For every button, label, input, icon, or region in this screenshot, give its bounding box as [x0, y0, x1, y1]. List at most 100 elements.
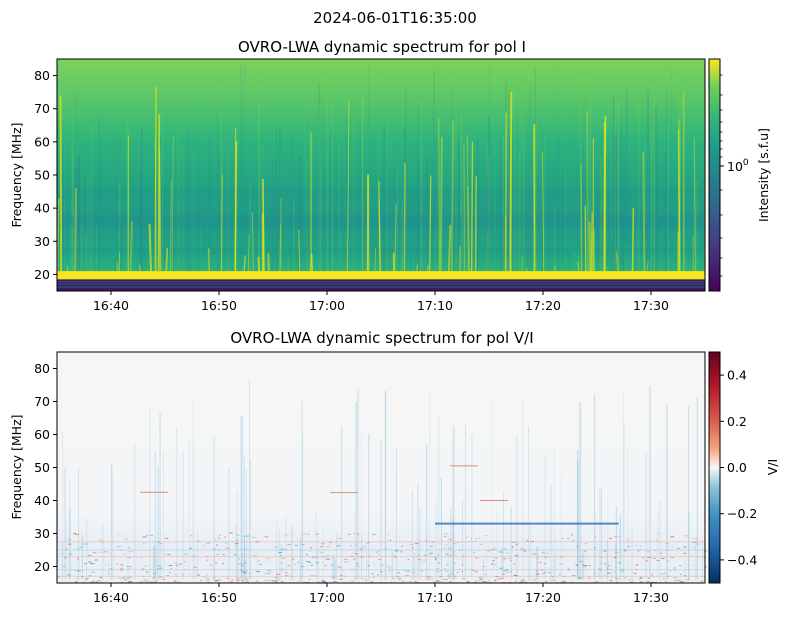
vi-speckle	[134, 572, 136, 573]
vi-speckle	[179, 563, 181, 564]
radio-burst	[590, 222, 591, 271]
vi-speckle	[348, 534, 350, 535]
vi-speckle	[181, 573, 182, 574]
vi-speckle	[182, 574, 184, 575]
vi-speckle	[245, 578, 248, 579]
vi-speckle	[64, 557, 66, 558]
vi-speckle	[180, 564, 182, 565]
vi-speckle	[302, 535, 303, 536]
vi-speckle	[118, 533, 121, 534]
vi-speckle	[353, 533, 355, 534]
vi-speckle	[207, 578, 211, 579]
vi-speckle	[435, 557, 437, 558]
vi-speckle	[436, 568, 440, 569]
vi-speckle	[467, 581, 470, 582]
vi-speckle	[536, 574, 540, 575]
vi-speckle	[338, 567, 341, 568]
vi-speckle	[302, 544, 304, 545]
vi-speckle	[401, 551, 402, 552]
vi-speckle	[259, 564, 261, 565]
vi-speckle	[60, 553, 64, 554]
vi-speckle	[205, 577, 206, 578]
vi-speckle	[390, 581, 392, 582]
vi-speckle	[306, 554, 308, 555]
vi-speckle	[410, 544, 414, 545]
vi-speckle	[462, 571, 463, 572]
vi-speckle	[499, 568, 503, 569]
vi-speckle	[457, 572, 459, 573]
vi-speckle	[614, 572, 615, 573]
vi-speckle	[429, 554, 431, 555]
vi-speckle	[542, 573, 544, 574]
vi-speckle	[692, 565, 693, 566]
vi-speckle	[354, 553, 358, 554]
vi-speckle	[648, 578, 650, 579]
vi-speckle	[572, 575, 576, 576]
radio-burst	[643, 152, 644, 271]
band-low	[57, 279, 705, 291]
vi-speckle	[206, 574, 207, 575]
vi-speckle	[498, 579, 501, 580]
vi-speckle	[320, 546, 323, 547]
vi-speckle	[595, 581, 599, 582]
vi-speckle	[594, 547, 596, 548]
vi-speckle	[141, 558, 142, 559]
vi-speckle	[230, 581, 233, 582]
vi-speckle	[333, 581, 337, 582]
p2-xtick-label: 17:30	[633, 590, 669, 605]
vi-speckle	[222, 554, 225, 555]
vi-speckle	[275, 577, 278, 578]
vi-speckle	[139, 547, 140, 548]
vi-speckle	[521, 581, 525, 582]
vi-speckle	[485, 535, 487, 536]
p2-xtick-label: 17:20	[525, 590, 561, 605]
vi-speckle	[680, 581, 683, 582]
vi-speckle	[258, 560, 260, 561]
vi-speckle	[91, 572, 95, 573]
vi-speckle	[351, 580, 353, 581]
vi-speckle	[427, 579, 429, 580]
vi-speckle	[658, 533, 659, 534]
vi-speckle	[218, 538, 221, 539]
vi-speckle	[379, 554, 380, 555]
vi-speckle	[537, 581, 538, 582]
vi-speckle	[235, 543, 239, 544]
vi-speckle	[397, 572, 400, 573]
vi-speckle	[627, 546, 629, 547]
vi-speckle	[216, 545, 218, 546]
vi-speckle	[573, 540, 574, 541]
vi-speckle	[292, 559, 295, 560]
vi-speckle	[282, 558, 285, 559]
vi-speckle	[150, 582, 153, 583]
vi-speckle	[446, 564, 448, 565]
vi-speckle	[77, 558, 79, 559]
colorbar-intensity	[709, 59, 720, 291]
radio-burst	[605, 115, 606, 271]
vi-speckle	[76, 548, 79, 549]
vi-speckle	[387, 566, 389, 567]
vi-speckle	[421, 571, 423, 572]
vi-speckle	[80, 547, 82, 548]
vi-speckle	[299, 580, 301, 581]
radio-burst	[581, 163, 582, 271]
vi-speckle	[236, 578, 240, 579]
vi-speckle	[69, 554, 73, 555]
vi-speckle	[608, 565, 610, 566]
p1-ytick-label: 60	[34, 134, 50, 149]
vi-speckle	[479, 578, 483, 579]
vi-speckle	[167, 575, 170, 576]
vi-speckle	[117, 546, 121, 547]
vi-speckle	[121, 578, 124, 579]
vi-speckle	[213, 548, 216, 549]
vi-speckle	[190, 535, 192, 536]
vi-speckle	[398, 578, 401, 579]
vi-speckle	[361, 557, 364, 558]
vi-speckle	[129, 557, 131, 558]
vi-speckle	[344, 559, 347, 560]
p2-xtick-label: 17:00	[309, 590, 345, 605]
vi-speckle	[219, 579, 222, 580]
vi-speckle	[482, 566, 486, 567]
vi-speckle	[129, 566, 131, 567]
vi-speckle	[326, 546, 330, 547]
vi-speckle	[642, 557, 644, 558]
